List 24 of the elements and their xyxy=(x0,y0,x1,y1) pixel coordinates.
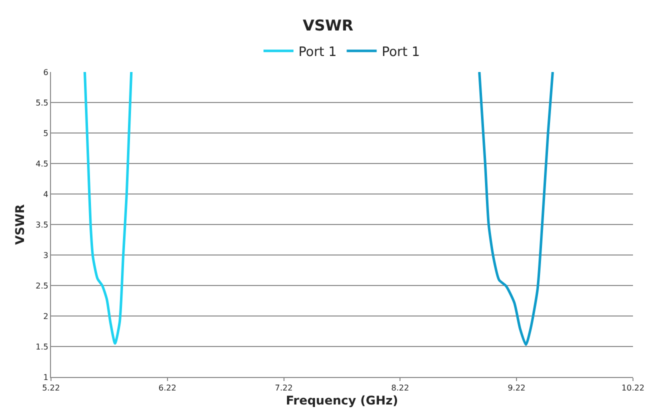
x-tick-label: 7.22 xyxy=(274,384,293,393)
y-tick-label: 3 xyxy=(43,250,48,260)
y-tick-label: 4.5 xyxy=(36,159,48,168)
y-tick-label: 2 xyxy=(43,312,48,321)
x-axis-title: Frequency (GHz) xyxy=(286,394,398,408)
y-tick-label: 6 xyxy=(43,68,48,77)
legend-label: Port 1 xyxy=(298,44,337,60)
y-tick-label: 2.5 xyxy=(36,281,48,290)
x-tick-label: 5.22 xyxy=(42,384,60,393)
y-tick-label: 4 xyxy=(43,190,48,199)
x-tick-label: 6.22 xyxy=(158,384,176,393)
y-tick-label: 5 xyxy=(43,128,48,138)
line-series xyxy=(478,72,554,346)
legend-label: Port 1 xyxy=(382,44,420,60)
line-series xyxy=(84,72,133,345)
y-tick-label: 1 xyxy=(43,372,48,382)
x-tick-label: 10.22 xyxy=(622,384,644,393)
chart-title: VSWR xyxy=(302,16,354,34)
y-tick-label: 1.5 xyxy=(36,342,48,352)
y-tick-label: 3.5 xyxy=(36,220,48,230)
y-axis-title: VSWR xyxy=(12,204,27,245)
y-tick-label: 5.5 xyxy=(36,98,48,108)
x-tick-label: 9.22 xyxy=(508,384,526,393)
x-tick-label: 8.22 xyxy=(391,384,410,393)
